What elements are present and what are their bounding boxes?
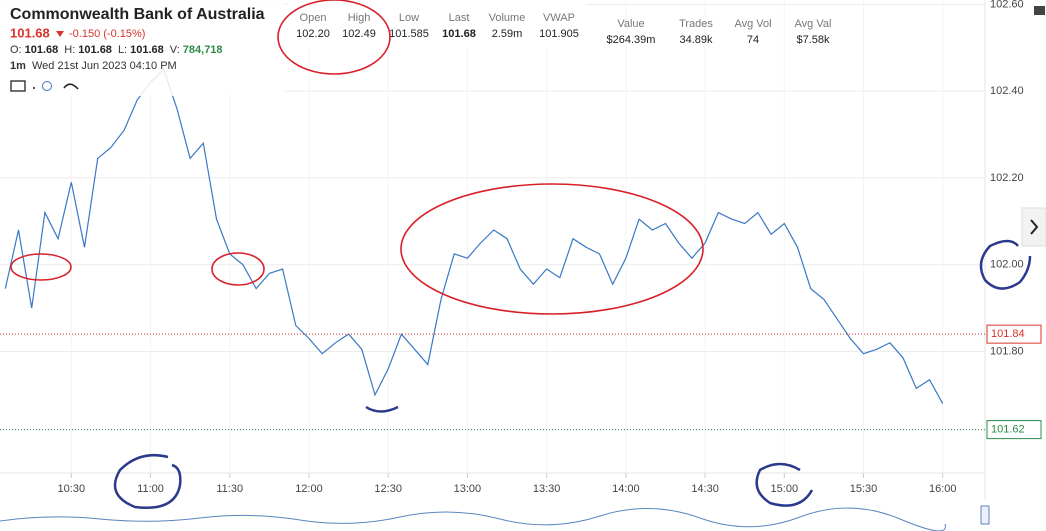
navigator-line bbox=[0, 507, 946, 531]
stat-value: 2.59m bbox=[492, 28, 523, 40]
stat-label: Avg Val bbox=[795, 18, 832, 30]
ohlc-value: 101.68 bbox=[25, 44, 59, 56]
price-marker-label: 101.62 bbox=[991, 424, 1025, 436]
navigator-handle[interactable] bbox=[980, 505, 990, 525]
chart-title: Commonwealth Bank of Australia bbox=[10, 6, 265, 23]
briefcase-icon[interactable] bbox=[1034, 6, 1045, 15]
stat-label: VWAP bbox=[543, 12, 575, 24]
x-tick-label: 11:30 bbox=[216, 483, 243, 495]
x-tick-label: 13:00 bbox=[454, 483, 482, 495]
x-tick-label: 10:30 bbox=[58, 483, 86, 495]
price-marker-box bbox=[986, 324, 1042, 344]
ohlc: O: 101.68 H: 101.68 L: 101.68 V: 784,718 bbox=[10, 44, 223, 56]
x-tick-label: 15:00 bbox=[771, 483, 799, 495]
annotation-circle bbox=[400, 183, 704, 315]
price-marker-label: 101.84 bbox=[991, 328, 1025, 340]
stat-value: 102.49 bbox=[342, 28, 376, 40]
save-icon[interactable] bbox=[10, 80, 26, 92]
navigator bbox=[0, 500, 985, 531]
stat-label: Volume bbox=[489, 12, 526, 24]
x-tick-label: 12:00 bbox=[295, 483, 323, 495]
stat-label: Avg Vol bbox=[734, 18, 771, 30]
down-arrow bbox=[56, 31, 64, 37]
y-tick-label: 102.00 bbox=[990, 259, 1024, 271]
stat-value: 74 bbox=[747, 34, 759, 46]
datetime: Wed 21st Jun 2023 04:10 PM bbox=[32, 60, 177, 72]
last-price: 101.68 bbox=[10, 25, 50, 40]
interval: 1m bbox=[10, 60, 26, 72]
stat-value: $264.39m bbox=[607, 34, 656, 46]
chevron bbox=[1030, 219, 1039, 235]
ohlc-value: 784,718 bbox=[183, 44, 223, 56]
ohlc-label: O: bbox=[10, 44, 22, 56]
ohlc-label: L: bbox=[118, 44, 127, 56]
stat-value: 102.20 bbox=[296, 28, 330, 40]
annotation-circle bbox=[211, 252, 265, 286]
price-marker-box bbox=[986, 420, 1042, 440]
stats: Open 102.20 High 102.49 Low 101.585 Last 101.68… bbox=[296, 12, 831, 46]
y-tick-label: 101.80 bbox=[990, 345, 1024, 357]
dot bbox=[33, 87, 35, 89]
annotation-scribble bbox=[113, 453, 182, 509]
x-tick-label: 11:00 bbox=[137, 483, 164, 495]
ohlc-label: V: bbox=[170, 44, 180, 56]
stat-label: Trades bbox=[679, 18, 713, 30]
stat-value: 101.68 bbox=[442, 28, 476, 40]
ohlc-value: 101.68 bbox=[78, 44, 112, 56]
y-tick-label: 102.60 bbox=[990, 0, 1024, 10]
ohlc-value: 101.68 bbox=[130, 44, 164, 56]
annotation-scribble bbox=[755, 462, 814, 507]
y-tick-label: 102.20 bbox=[990, 172, 1024, 184]
y-tick-label: 102.40 bbox=[990, 85, 1024, 97]
change: -0.150 (-0.15%) bbox=[69, 28, 145, 40]
annotation-circle bbox=[277, 0, 391, 75]
stat-label: Open bbox=[300, 12, 327, 24]
header-bg bbox=[0, 0, 285, 96]
undo-icon[interactable] bbox=[63, 83, 79, 90]
stat-value: 34.89k bbox=[679, 34, 713, 46]
stat-value: $7.58k bbox=[796, 34, 830, 46]
annotations bbox=[10, 0, 1032, 509]
annotation-circle bbox=[10, 253, 72, 281]
stat-value: 101.585 bbox=[389, 28, 429, 40]
x-tick-label: 16:00 bbox=[929, 483, 957, 495]
x-tick-label: 14:30 bbox=[691, 483, 719, 495]
ohlc-label: H: bbox=[64, 44, 75, 56]
annotation-scribble bbox=[979, 239, 1032, 290]
stat-label: Value bbox=[617, 18, 644, 30]
info-icon[interactable] bbox=[42, 81, 52, 91]
annotation-scribble bbox=[365, 405, 399, 413]
stats-bg bbox=[288, 0, 586, 48]
stat-label: Last bbox=[449, 12, 470, 24]
x-tick-label: 13:30 bbox=[533, 483, 561, 495]
x-tick-label: 12:30 bbox=[374, 483, 402, 495]
expand-button[interactable] bbox=[1021, 207, 1046, 247]
price-line bbox=[4, 68, 944, 404]
axis-panel bbox=[985, 0, 1046, 531]
stat-value: 101.905 bbox=[539, 28, 579, 40]
x-tick-label: 15:30 bbox=[850, 483, 878, 495]
stat-label: High bbox=[348, 12, 371, 24]
toolbar[interactable] bbox=[10, 80, 79, 92]
x-tick-label: 14:00 bbox=[612, 483, 640, 495]
stat-label: Low bbox=[399, 12, 419, 24]
